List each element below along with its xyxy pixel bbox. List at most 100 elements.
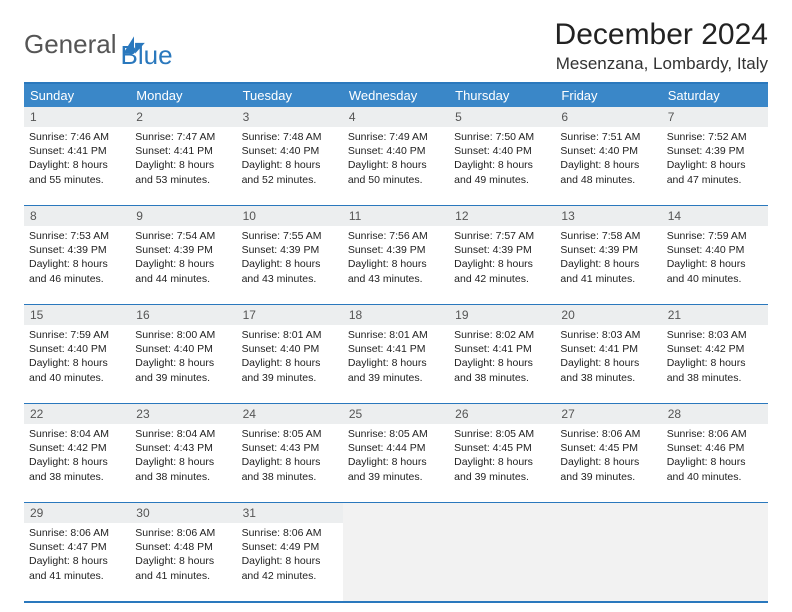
date-number: 14 [662, 206, 768, 226]
daylight-text: Daylight: 8 hours [348, 455, 444, 469]
week-row: Sunrise: 7:53 AMSunset: 4:39 PMDaylight:… [24, 226, 768, 305]
day-cell: Sunrise: 7:50 AMSunset: 4:40 PMDaylight:… [449, 127, 555, 205]
daylight-text: Daylight: 8 hours [560, 455, 656, 469]
weekday-header: Tuesday [237, 84, 343, 107]
date-number [449, 503, 555, 523]
daylight-text: Daylight: 8 hours [454, 158, 550, 172]
week-row: Sunrise: 8:06 AMSunset: 4:47 PMDaylight:… [24, 523, 768, 603]
sunrise-text: Sunrise: 8:03 AM [667, 328, 763, 342]
day-cell: Sunrise: 7:59 AMSunset: 4:40 PMDaylight:… [24, 325, 130, 403]
date-number: 7 [662, 107, 768, 127]
day-cell: Sunrise: 7:46 AMSunset: 4:41 PMDaylight:… [24, 127, 130, 205]
date-number: 20 [555, 305, 661, 325]
day-cell: Sunrise: 8:06 AMSunset: 4:47 PMDaylight:… [24, 523, 130, 601]
daylight-text: and 38 minutes. [454, 371, 550, 385]
day-cell: Sunrise: 8:01 AMSunset: 4:40 PMDaylight:… [237, 325, 343, 403]
sunset-text: Sunset: 4:42 PM [667, 342, 763, 356]
daylight-text: Daylight: 8 hours [454, 455, 550, 469]
date-number: 13 [555, 206, 661, 226]
day-cell: Sunrise: 7:48 AMSunset: 4:40 PMDaylight:… [237, 127, 343, 205]
date-number: 25 [343, 404, 449, 424]
sunrise-text: Sunrise: 7:58 AM [560, 229, 656, 243]
daylight-text: Daylight: 8 hours [454, 257, 550, 271]
sunrise-text: Sunrise: 7:46 AM [29, 130, 125, 144]
daylight-text: and 38 minutes. [242, 470, 338, 484]
daylight-text: and 44 minutes. [135, 272, 231, 286]
sunrise-text: Sunrise: 7:54 AM [135, 229, 231, 243]
daylight-text: Daylight: 8 hours [242, 455, 338, 469]
sunset-text: Sunset: 4:41 PM [135, 144, 231, 158]
sunrise-text: Sunrise: 8:06 AM [242, 526, 338, 540]
sunrise-text: Sunrise: 8:04 AM [135, 427, 231, 441]
weekday-header-row: Sunday Monday Tuesday Wednesday Thursday… [24, 84, 768, 107]
daylight-text: Daylight: 8 hours [135, 257, 231, 271]
daylight-text: Daylight: 8 hours [135, 455, 231, 469]
daylight-text: Daylight: 8 hours [348, 356, 444, 370]
day-cell: Sunrise: 7:59 AMSunset: 4:40 PMDaylight:… [662, 226, 768, 304]
daylight-text: and 47 minutes. [667, 173, 763, 187]
sunrise-text: Sunrise: 8:02 AM [454, 328, 550, 342]
date-number: 16 [130, 305, 236, 325]
sunset-text: Sunset: 4:40 PM [454, 144, 550, 158]
daylight-text: and 49 minutes. [454, 173, 550, 187]
sunrise-text: Sunrise: 7:57 AM [454, 229, 550, 243]
weekday-header: Wednesday [343, 84, 449, 107]
daylight-text: and 42 minutes. [242, 569, 338, 583]
date-number: 1 [24, 107, 130, 127]
daylight-text: and 48 minutes. [560, 173, 656, 187]
daylight-text: Daylight: 8 hours [29, 257, 125, 271]
logo-text-2: Blue [121, 40, 173, 71]
sunrise-text: Sunrise: 8:06 AM [667, 427, 763, 441]
sunrise-text: Sunrise: 7:51 AM [560, 130, 656, 144]
sunset-text: Sunset: 4:41 PM [29, 144, 125, 158]
date-number: 9 [130, 206, 236, 226]
day-cell: Sunrise: 7:56 AMSunset: 4:39 PMDaylight:… [343, 226, 449, 304]
date-number: 29 [24, 503, 130, 523]
sunrise-text: Sunrise: 8:00 AM [135, 328, 231, 342]
daylight-text: Daylight: 8 hours [242, 257, 338, 271]
daylight-text: Daylight: 8 hours [454, 356, 550, 370]
daylight-text: and 41 minutes. [29, 569, 125, 583]
day-cell: Sunrise: 8:04 AMSunset: 4:42 PMDaylight:… [24, 424, 130, 502]
daylight-text: and 41 minutes. [560, 272, 656, 286]
sunrise-text: Sunrise: 7:49 AM [348, 130, 444, 144]
sunset-text: Sunset: 4:49 PM [242, 540, 338, 554]
sunset-text: Sunset: 4:39 PM [135, 243, 231, 257]
date-number: 26 [449, 404, 555, 424]
date-number: 17 [237, 305, 343, 325]
sunset-text: Sunset: 4:43 PM [242, 441, 338, 455]
sunrise-text: Sunrise: 7:48 AM [242, 130, 338, 144]
day-cell: Sunrise: 8:02 AMSunset: 4:41 PMDaylight:… [449, 325, 555, 403]
weekday-header: Saturday [662, 84, 768, 107]
day-cell: Sunrise: 8:06 AMSunset: 4:46 PMDaylight:… [662, 424, 768, 502]
sunset-text: Sunset: 4:48 PM [135, 540, 231, 554]
daylight-text: Daylight: 8 hours [667, 257, 763, 271]
daylight-text: and 39 minutes. [348, 371, 444, 385]
daylight-text: and 40 minutes. [667, 272, 763, 286]
location-subtitle: Mesenzana, Lombardy, Italy [555, 54, 768, 74]
date-number [662, 503, 768, 523]
day-cell: Sunrise: 8:06 AMSunset: 4:48 PMDaylight:… [130, 523, 236, 601]
daylight-text: and 41 minutes. [135, 569, 231, 583]
sunrise-text: Sunrise: 8:01 AM [242, 328, 338, 342]
day-cell: Sunrise: 8:06 AMSunset: 4:49 PMDaylight:… [237, 523, 343, 601]
day-cell: Sunrise: 7:47 AMSunset: 4:41 PMDaylight:… [130, 127, 236, 205]
daylight-text: and 43 minutes. [348, 272, 444, 286]
date-number: 3 [237, 107, 343, 127]
date-number: 6 [555, 107, 661, 127]
date-number: 21 [662, 305, 768, 325]
page-title: December 2024 [555, 18, 768, 52]
date-number: 19 [449, 305, 555, 325]
weekday-header: Thursday [449, 84, 555, 107]
daylight-text: and 39 minutes. [454, 470, 550, 484]
weekday-header: Sunday [24, 84, 130, 107]
sunset-text: Sunset: 4:39 PM [667, 144, 763, 158]
sunset-text: Sunset: 4:40 PM [242, 144, 338, 158]
date-number: 27 [555, 404, 661, 424]
daylight-text: and 43 minutes. [242, 272, 338, 286]
sunrise-text: Sunrise: 7:53 AM [29, 229, 125, 243]
daylight-text: Daylight: 8 hours [667, 158, 763, 172]
daylight-text: Daylight: 8 hours [29, 455, 125, 469]
sunset-text: Sunset: 4:40 PM [348, 144, 444, 158]
date-number-row: 293031 [24, 503, 768, 523]
